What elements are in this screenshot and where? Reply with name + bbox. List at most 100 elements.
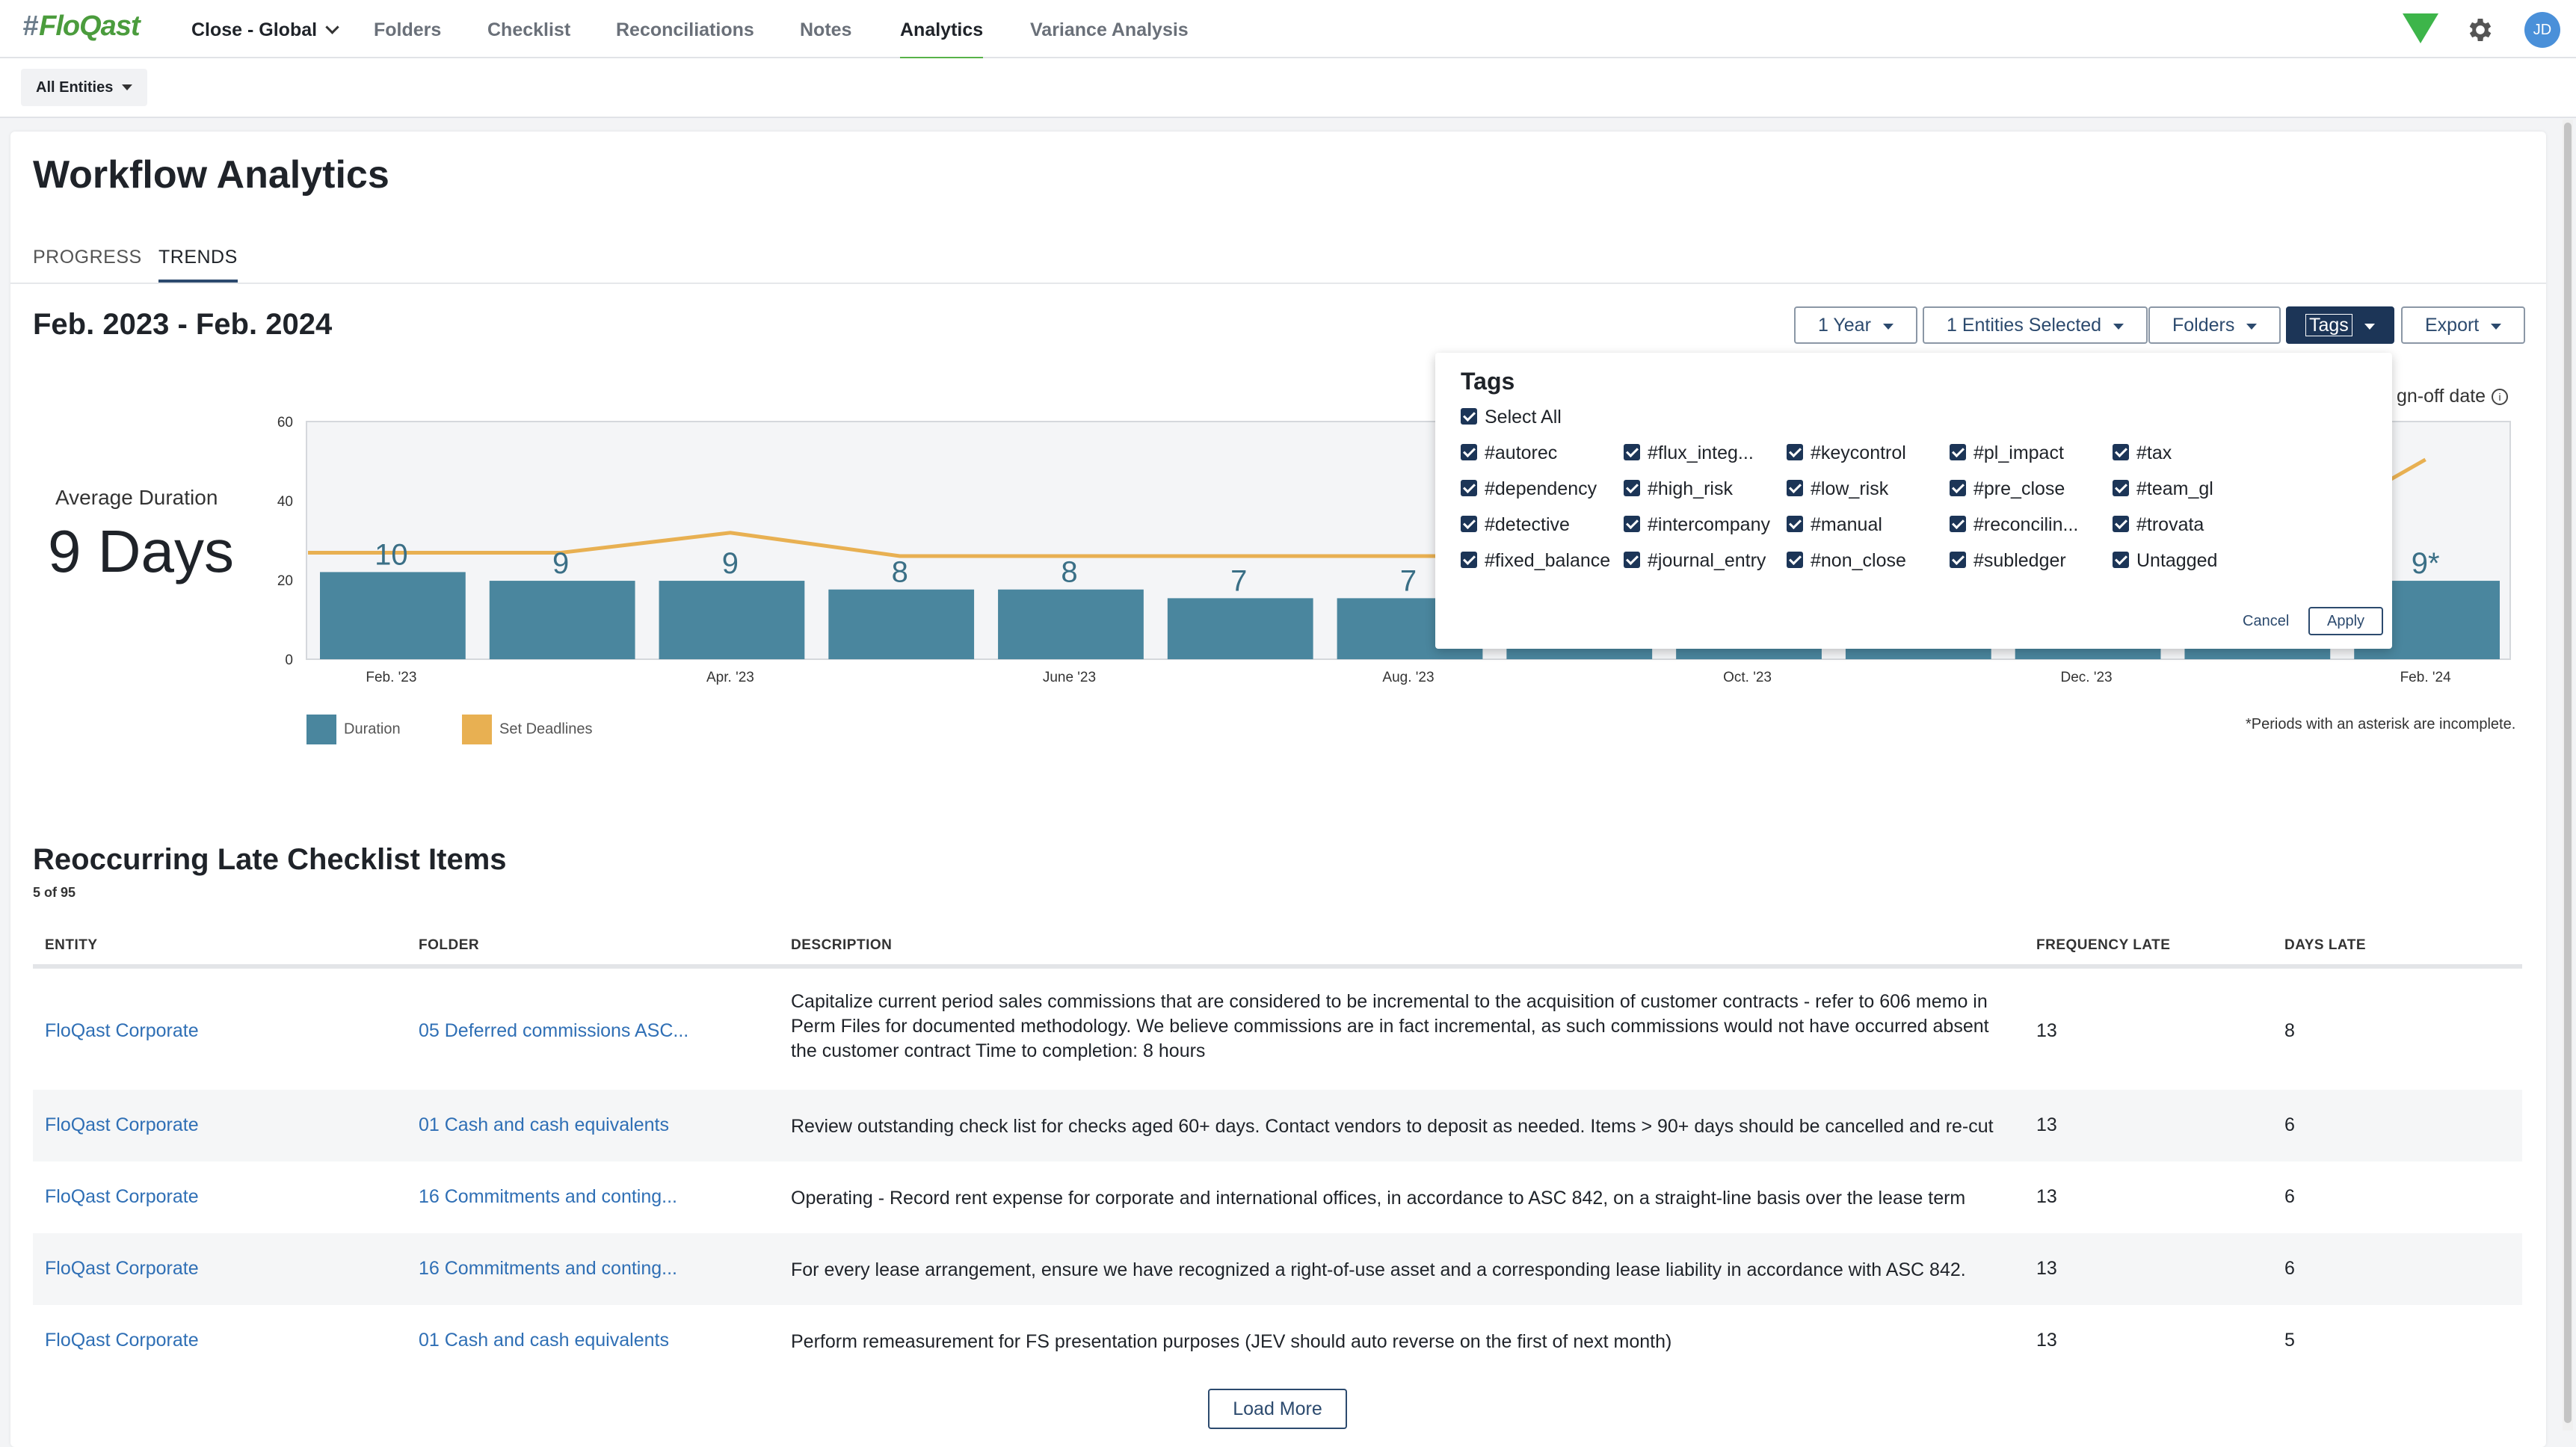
folder-link[interactable]: 16 Commitments and conting... [419,1258,677,1279]
tags-panel-title: Tags [1461,368,1515,395]
nav-reconciliations[interactable]: Reconciliations [616,19,754,40]
load-more-button[interactable]: Load More [1208,1389,1347,1429]
entity-link[interactable]: FloQast Corporate [45,1258,199,1279]
avatar[interactable]: JD [2524,12,2560,48]
folder-link[interactable]: 01 Cash and cash equivalents [419,1114,669,1135]
checkbox-checked-icon[interactable] [2113,444,2129,461]
folder-link[interactable]: 01 Cash and cash equivalents [419,1330,669,1351]
tag-checkbox[interactable]: #journal_entry [1624,550,1766,572]
tag-checkbox[interactable]: Untagged [2113,550,2217,572]
signoff-date-label: gn-off date i [2397,386,2509,407]
checkbox-checked-icon[interactable] [1624,516,1640,533]
tag-checkbox[interactable]: #dependency [1461,478,1597,500]
tag-label: #low_risk [1811,478,1889,499]
gear-icon[interactable] [2465,15,2495,45]
checkbox-checked-icon[interactable] [1461,408,1477,425]
tag-checkbox[interactable]: #autorec [1461,442,1557,464]
tag-label: #subledger [1973,550,2066,571]
tag-label: #flux_integ... [1648,442,1754,463]
frequency-late-value: 13 [2036,1186,2057,1207]
folder-link[interactable]: 05 Deferred commissions ASC... [419,1020,689,1041]
incomplete-periods-note: *Periods with an asterisk are incomplete… [2246,716,2516,732]
tag-label: #trovata [2136,514,2204,535]
nav-folders[interactable]: Folders [374,19,442,40]
tag-checkbox[interactable]: #tax [2113,442,2172,464]
tag-checkbox[interactable]: #low_risk [1787,478,1888,500]
tag-checkbox[interactable]: #non_close [1787,550,1906,572]
tag-checkbox[interactable]: #trovata [2113,514,2204,536]
nav-notes[interactable]: Notes [800,19,852,40]
checkbox-checked-icon[interactable] [1787,444,1803,461]
entity-link[interactable]: FloQast Corporate [45,1114,199,1135]
caret-down-icon [2246,324,2258,330]
checkbox-checked-icon[interactable] [1624,480,1640,497]
checkbox-checked-icon[interactable] [1787,480,1803,497]
tag-checkbox[interactable]: #flux_integ... [1624,442,1754,464]
table-row: FloQast Corporate 16 Commitments and cont… [33,1233,2522,1305]
y-tick-label: 0 [285,652,293,668]
entity-link[interactable]: FloQast Corporate [45,1330,199,1351]
tag-checkbox[interactable]: #high_risk [1624,478,1733,500]
floqast-badge-icon[interactable] [2403,13,2438,43]
info-icon[interactable]: i [2492,389,2509,406]
checkbox-checked-icon[interactable] [2113,480,2129,497]
tag-label: #autorec [1485,442,1558,463]
page-scrollbar[interactable] [2563,120,2573,1431]
tag-select-all-checkbox[interactable]: Select All [1461,407,1562,428]
average-duration-value: 9 Days [48,518,234,584]
tag-checkbox[interactable]: #intercompany [1624,514,1770,536]
checkbox-checked-icon[interactable] [1787,552,1803,569]
tag-checkbox[interactable]: #manual [1787,514,1882,536]
page-title: Workflow Analytics [33,153,389,197]
checkbox-checked-icon[interactable] [2113,516,2129,533]
year-filter-button[interactable]: 1 Year [1794,306,1917,344]
folders-filter-button[interactable]: Folders [2148,306,2281,344]
checkbox-checked-icon[interactable] [1950,552,1966,569]
tag-checkbox[interactable]: #pre_close [1950,478,2065,500]
checkbox-checked-icon[interactable] [1624,444,1640,461]
tag-checkbox[interactable]: #reconcilin... [1950,514,2078,536]
tag-checkbox[interactable]: #pl_impact [1950,442,2064,464]
checkbox-checked-icon[interactable] [1950,480,1966,497]
average-duration-label: Average Duration [55,486,218,509]
entity-link[interactable]: FloQast Corporate [45,1020,199,1041]
tag-checkbox[interactable]: #detective [1461,514,1570,536]
checkbox-checked-icon[interactable] [1461,552,1477,569]
legend-set-deadlines[interactable]: Set Deadlines [462,715,593,744]
entity-link[interactable]: FloQast Corporate [45,1186,199,1207]
tags-cancel-button[interactable]: Cancel [2243,613,2290,629]
checkbox-checked-icon[interactable] [1624,552,1640,569]
nav-analytics[interactable]: Analytics [900,19,984,61]
tab-progress[interactable]: PROGRESS [33,247,142,268]
tag-checkbox[interactable]: #fixed_balance [1461,550,1610,572]
export-button[interactable]: Export [2401,306,2526,344]
item-description: Capitalize current period sales commissi… [791,991,1989,1061]
bar-value-label: 9* [2412,547,2440,580]
floqast-logo[interactable]: #FloQast [22,10,141,42]
checkbox-checked-icon[interactable] [1461,516,1477,533]
frequency-late-value: 13 [2036,1020,2057,1041]
tag-checkbox[interactable]: #subledger [1950,550,2066,572]
tag-checkbox[interactable]: #team_gl [2113,478,2213,500]
folder-link[interactable]: 16 Commitments and conting... [419,1186,677,1207]
legend-swatch-deadlines [462,715,492,744]
checkbox-checked-icon[interactable] [1950,516,1966,533]
checkbox-checked-icon[interactable] [1787,516,1803,533]
tags-filter-button[interactable]: Tags [2286,306,2394,344]
nav-variance-analysis[interactable]: Variance Analysis [1030,19,1189,40]
checkbox-checked-icon[interactable] [1950,444,1966,461]
scrollbar-thumb[interactable] [2564,123,2572,1423]
checkbox-checked-icon[interactable] [2113,552,2129,569]
nav-checklist[interactable]: Checklist [487,19,571,40]
entities-filter-button[interactable]: 1 Entities Selected [1923,306,2148,344]
all-entities-dropdown[interactable]: All Entities [21,69,148,106]
top-nav: #FloQast Close - Global Folders Checklis… [0,0,2576,61]
tags-apply-button[interactable]: Apply [2308,607,2383,635]
tag-checkbox[interactable]: #keycontrol [1787,442,1906,464]
tab-trends[interactable]: TRENDS [158,247,238,283]
checkbox-checked-icon[interactable] [1461,480,1477,497]
legend-duration[interactable]: Duration [306,715,401,744]
checkbox-checked-icon[interactable] [1461,444,1477,461]
close-selector[interactable]: Close - Global [191,19,339,41]
tag-label: #keycontrol [1811,442,1906,463]
